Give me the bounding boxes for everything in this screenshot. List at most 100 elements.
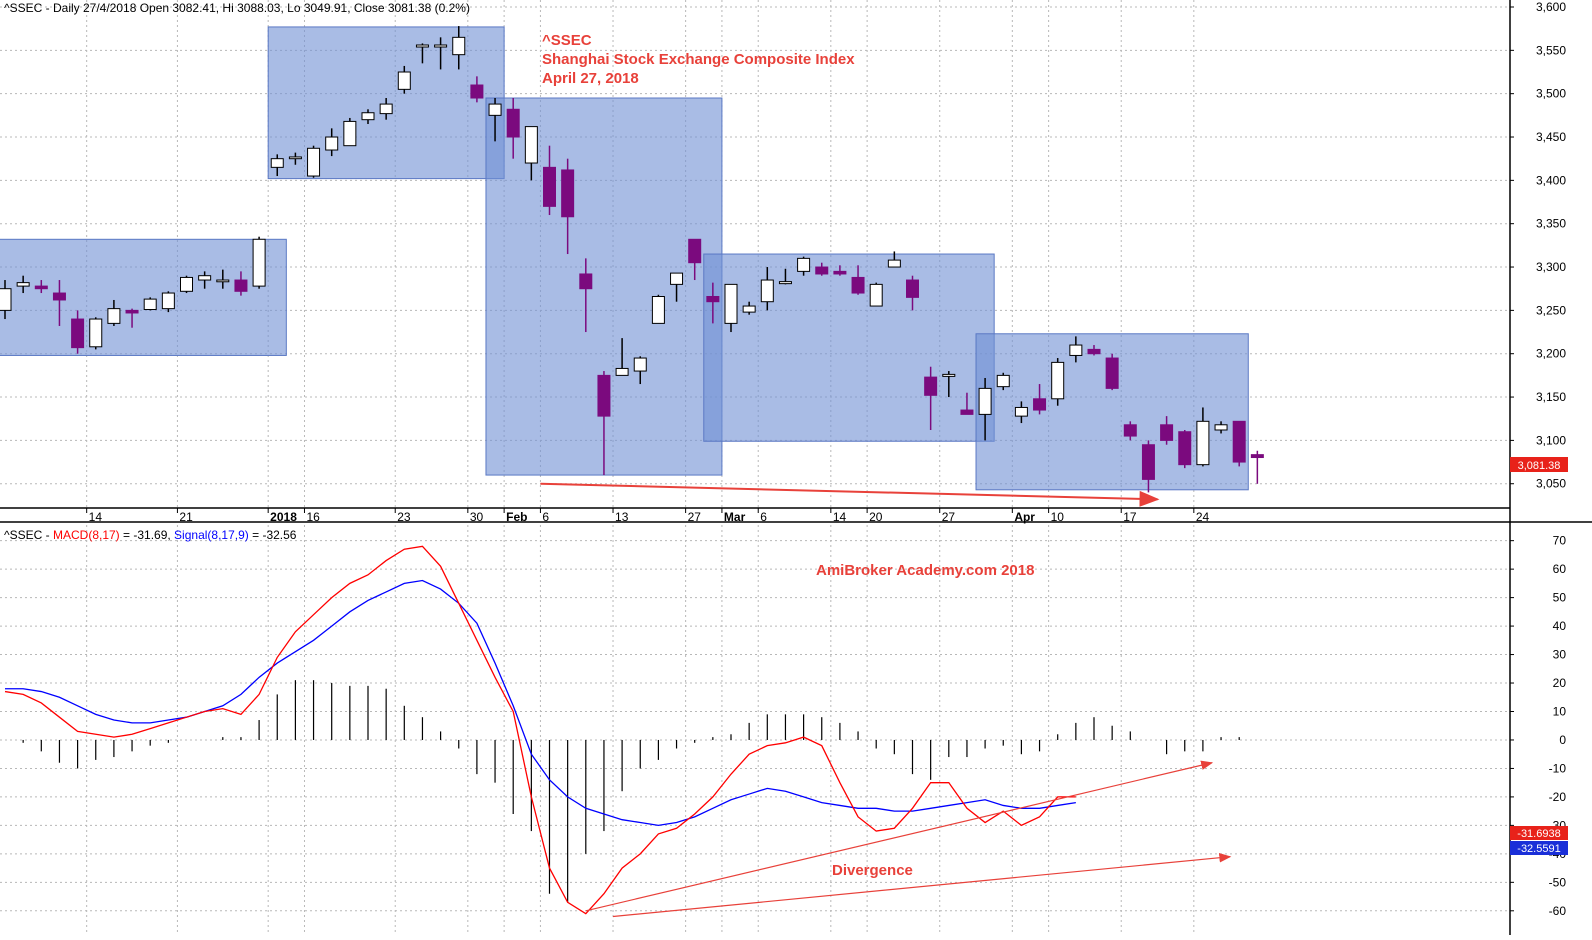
x-tick-label: Apr	[1014, 510, 1035, 524]
macd-value: -31.6938	[1517, 828, 1560, 840]
annotation-ticker: ^SSEC	[542, 32, 592, 49]
candle-up	[778, 281, 792, 285]
candle-up	[16, 282, 30, 287]
candle-up	[633, 357, 647, 372]
candle-down	[71, 318, 85, 349]
macd-line	[4, 545, 1076, 915]
macd-lines	[4, 545, 1076, 915]
price-header: ^SSEC - Daily 27/4/2018 Open 3082.41, Hi…	[4, 1, 470, 15]
candle-up	[1014, 406, 1028, 417]
price-y-tick-label: 3,100	[1536, 433, 1566, 447]
price-y-tick-label: 3,600	[1536, 0, 1566, 14]
candle-up	[434, 44, 448, 48]
x-tick-label: 6	[542, 510, 549, 524]
candle-up	[0, 288, 12, 311]
candle-down	[125, 309, 139, 314]
candle-down	[1141, 444, 1155, 480]
signal-line	[5, 579, 1076, 827]
candle-up	[996, 374, 1010, 388]
candle-up	[452, 36, 466, 56]
candle-up	[361, 112, 375, 121]
price-y-tick-label: 3,500	[1536, 87, 1566, 101]
macd-y-tick-label: 70	[1553, 534, 1567, 548]
candle-up	[524, 126, 538, 164]
annotation-date: April 27, 2018	[542, 70, 639, 87]
divergence-label: Divergence	[832, 862, 913, 879]
candle-down	[706, 296, 720, 303]
trendlines	[540, 482, 1232, 918]
candle-down	[52, 292, 66, 301]
candle-up	[161, 292, 175, 310]
candle-up	[797, 257, 811, 272]
candle-down	[688, 238, 702, 264]
candle-down	[561, 169, 575, 218]
candle-up	[198, 275, 212, 281]
axes: 3,050 3,100 3,150 3,200 3,250 3,300 3,350 3,400…	[86, 0, 1567, 918]
macd-value-tag	[1510, 826, 1568, 840]
candle-down	[1123, 424, 1137, 437]
candle-up	[325, 136, 339, 151]
macd-y-tick-label: 0	[1559, 733, 1566, 747]
x-tick-label: 2018	[270, 510, 297, 524]
watermark-amibroker: AmiBroker Academy.com 2018	[816, 562, 1034, 579]
candle-up	[869, 283, 883, 307]
candle-up	[1051, 361, 1065, 400]
macd-y-tick-label: -10	[1549, 761, 1567, 775]
macd-header: ^SSEC - MACD(8,17) = -31.69, Signal(8,17…	[4, 528, 297, 542]
range-boxes	[0, 26, 1249, 491]
x-tick-label: Feb	[506, 510, 527, 524]
macd-y-tick-label: 40	[1553, 619, 1567, 633]
candle-down	[1232, 420, 1246, 463]
candle-up	[343, 120, 357, 147]
macd-y-tick-label: 50	[1553, 591, 1567, 605]
candle-up	[397, 71, 411, 90]
macd-header-value: = -31.69,	[120, 528, 174, 542]
x-tick-label: 24	[1196, 510, 1210, 524]
candle-up	[670, 272, 684, 285]
candle-up	[488, 103, 502, 116]
candle-down	[1033, 398, 1047, 411]
candle-up	[288, 156, 302, 160]
candle-up	[742, 305, 756, 313]
range-box	[703, 253, 995, 442]
candle-down	[543, 166, 556, 207]
candlesticks	[0, 26, 1264, 493]
last-price-value: 3,081.38	[1518, 460, 1561, 472]
candle-up	[1196, 420, 1210, 466]
candle-up	[415, 44, 429, 48]
macd-header-prefix: ^SSEC -	[4, 528, 53, 542]
candle-up	[379, 103, 393, 115]
price-y-tick-label: 3,150	[1536, 390, 1566, 404]
x-tick-label: Mar	[724, 510, 746, 524]
x-tick-label: 21	[179, 510, 193, 524]
candle-down	[1160, 424, 1174, 441]
price-trendline	[540, 482, 1160, 507]
candle-up	[252, 238, 266, 287]
x-tick-label: 16	[306, 510, 320, 524]
signal-value: -32.5591	[1517, 843, 1560, 855]
x-tick-label: 30	[470, 510, 484, 524]
macd-y-tick-label: 20	[1553, 676, 1567, 690]
candle-down	[506, 108, 520, 138]
candle-down	[960, 409, 974, 415]
candle-up	[942, 373, 956, 377]
price-y-tick-label: 3,050	[1536, 477, 1566, 491]
macd-y-tick-label: 30	[1553, 648, 1567, 662]
grid	[0, 0, 1510, 935]
price-y-tick-label: 3,450	[1536, 130, 1566, 144]
candle-down	[34, 285, 48, 290]
candle-down	[815, 266, 829, 275]
price-y-tick-label: 3,200	[1536, 347, 1566, 361]
annotation-index-name: Shanghai Stock Exchange Composite Index	[542, 51, 855, 68]
candle-down	[470, 84, 484, 99]
macd-y-tick-label: -50	[1549, 875, 1567, 889]
candle-down	[906, 279, 919, 298]
x-tick-label: 13	[615, 510, 629, 524]
candle-down	[833, 270, 847, 275]
macd-y-tick-label: 10	[1553, 704, 1567, 718]
candle-down	[924, 376, 938, 396]
x-tick-label: 14	[89, 510, 103, 524]
macd-header-label: MACD(8,17)	[53, 528, 120, 542]
candle-down	[1105, 357, 1119, 389]
